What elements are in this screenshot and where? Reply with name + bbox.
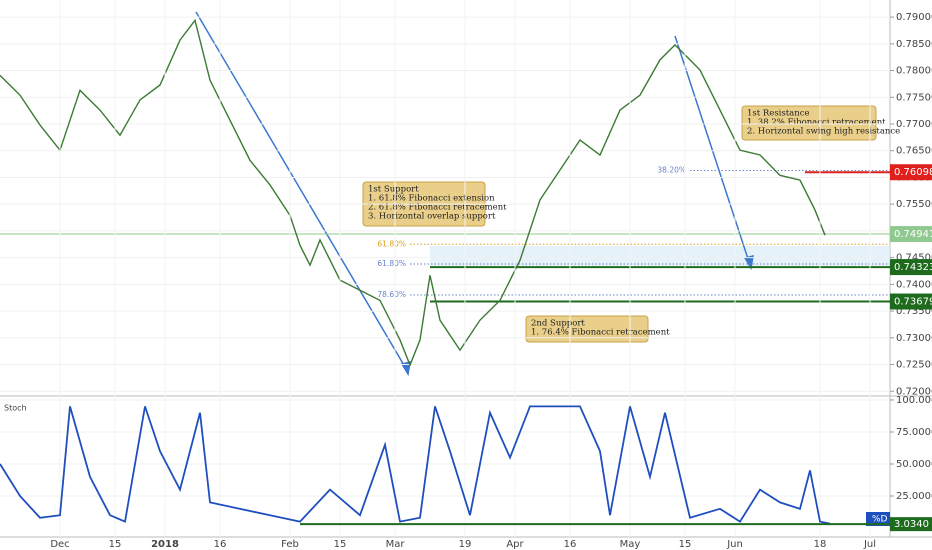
y-tick-label: 0.79000 [896,12,932,23]
fib-label: 78.60% [377,290,406,299]
x-tick-label: 18 [814,539,827,550]
x-tick-label: Jun [726,539,743,550]
annotation-box [741,105,877,141]
x-tick-label: 15 [334,539,347,550]
x-tick-label: 2018 [151,539,179,550]
annotation-text: 1st Resistance [747,109,810,119]
y-tick-label: 100.0000 [896,395,932,406]
fib-label: 61.80% [377,259,406,268]
y-tick-label: 25.0000 [896,491,932,502]
price-tag-label: 0.74941 [894,229,932,240]
annotation-text: 1st Support [368,185,419,195]
x-tick-label: 16 [214,539,227,550]
x-tick-label: Apr [506,539,524,550]
series-line [0,405,831,525]
price-tag-label: 0.73679 [894,297,932,308]
annotation-text: 3. Horizontal overlap support [368,212,496,222]
y-tick-label: 75.0000 [896,427,932,438]
fib-label: 38.20% [657,166,686,175]
stoch-title: Stoch [4,404,27,413]
x-tick-label: Mar [386,539,406,550]
legend-tag [866,512,890,526]
annotation-text: 2nd Support [531,319,585,329]
x-tick-label: 16 [564,539,577,550]
annotation-text: 1. 76.4% Fibonacci retracement [531,328,670,338]
annotation-text: 1. 61.8% Fibonacci extension [368,194,495,204]
arrow-head [743,254,754,271]
series-line [0,18,826,367]
x-tick-label: 15 [679,539,692,550]
x-tick-label: Jul [863,539,876,550]
price-tag [890,226,932,243]
annotation-text: 2. Horizontal swing high resistance [747,127,900,137]
x-tick-label: 19 [459,539,472,550]
support-zone [430,246,890,266]
annotation-text: 1. 38.2% Fibonacci retracement [747,118,886,128]
x-tick-label: Dec [50,539,69,550]
x-tick-label: 15 [109,539,122,550]
arrow [195,11,409,373]
legend-label: %D [872,515,888,525]
price-tag [890,259,932,276]
annotation-box [525,315,649,343]
price-tag [890,164,932,181]
price-tag [890,517,932,532]
annotation-text: 2. 61.8% Fibonacci retracement [368,203,507,213]
x-tick-label: Feb [281,539,299,550]
price-tag [890,293,932,310]
price-tag-label: 0.74323 [894,262,932,273]
price-tag-label: 3.0340 [894,519,929,530]
price-tag-label: 0.76098 [894,167,932,178]
fib-label: 61.80% [377,239,406,248]
y-tick-label: 50.0000 [896,459,932,470]
x-tick-label: May [620,539,641,550]
